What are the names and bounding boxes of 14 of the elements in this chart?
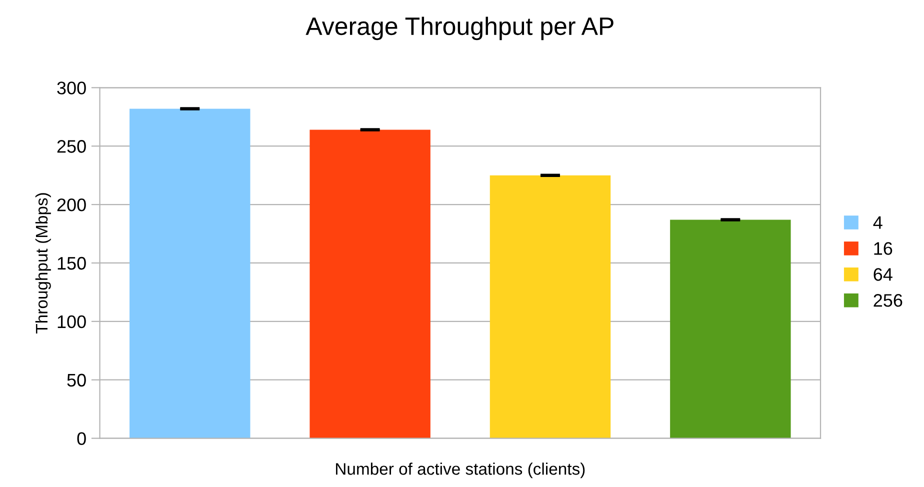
legend-label: 64 xyxy=(874,268,892,281)
y-tick-label: 150 xyxy=(58,256,86,270)
y-tick-label: 200 xyxy=(57,198,86,212)
y-tick-label: 300 xyxy=(57,82,86,94)
legend-label: 16 xyxy=(874,242,892,255)
y-tick-label: 0 xyxy=(77,432,86,446)
y-tick-label: 250 xyxy=(57,140,86,153)
y-tick-label: 50 xyxy=(67,374,86,387)
y-axis-title: Throughput (Mbps) xyxy=(35,193,51,334)
legend-label: 4 xyxy=(873,216,882,229)
legend-label: 256 xyxy=(874,294,902,307)
chart-title: Average Throughput per AP xyxy=(306,16,614,40)
x-axis-title: Number of active stations (clients) xyxy=(336,462,585,478)
y-tick-label: 100 xyxy=(58,315,86,328)
